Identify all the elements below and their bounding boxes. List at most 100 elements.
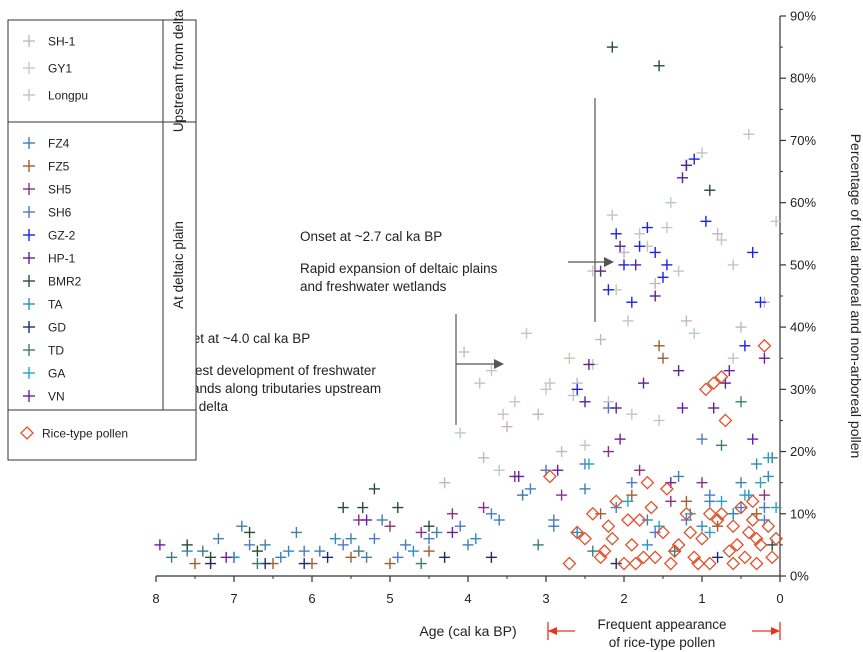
legend-group-deltaic-label: At deltaic plain [171,221,186,309]
point-ta [696,520,708,532]
point-fz4 [212,533,224,545]
point-hp-1 [677,172,688,184]
point-vn [677,402,688,414]
legend-label-ga: GA [48,367,65,381]
point-ga [716,495,727,507]
y-tick-label: 20% [790,444,816,459]
point-fz4 [673,470,685,482]
point-sh-1 [680,315,692,327]
point-sh6 [696,433,708,445]
legend-label-fz4: FZ4 [48,137,70,151]
point-fz4 [259,539,271,551]
point-sh6 [485,508,497,520]
point-gy1 [509,396,521,408]
point-rice-type-pollen [632,513,647,527]
legend-label-ta: TA [48,298,62,312]
point-fz4 [758,502,770,514]
point-rice-type-pollen [691,556,706,571]
point-gy1 [626,408,638,420]
point-longpu [622,315,634,327]
point-longpu [567,390,579,402]
point-rice-type-pollen [620,513,635,527]
point-gz-2 [602,284,614,296]
legend-label-sh5: SH5 [48,183,72,197]
point-sh6 [368,533,380,545]
legend-marker-sh5 [23,183,35,195]
point-gd [298,558,310,570]
point-hp-1 [638,377,649,389]
annotations: Onset at ~2.7 cal ka BP Rapid expansion … [167,98,781,650]
point-bmr2 [704,184,716,196]
legend-label-gd: GD [48,321,66,335]
point-ta [283,545,295,557]
legend-marker-fz5 [23,160,35,172]
point-sh5 [665,495,677,507]
point-sh-1 [501,421,513,433]
legend-marker-bmr2 [23,275,35,287]
point-rice-type-pollen [570,525,585,540]
legend-label-rice-type-pollen: Rice-type pollen [42,427,128,441]
data-points [154,41,784,571]
y-tick-label: 50% [790,257,816,272]
y-tick-label: 10% [790,506,816,521]
legend-label-bmr2: BMR2 [48,275,82,289]
point-sh-1 [735,321,747,333]
point-rice-type-pollen [648,550,663,565]
point-rice-type-pollen [765,550,780,565]
point-rice-type-pollen [737,550,752,565]
point-rice-type-pollen [578,531,592,546]
point-hp-1 [680,159,692,171]
point-fz4 [314,545,326,557]
rice-period-arrowhead-left [548,627,557,635]
point-fz4 [493,514,505,526]
point-rice-type-pollen [585,506,600,521]
point-gd [205,558,217,570]
point-rice-type-pollen [624,537,639,552]
point-fz4 [400,539,412,551]
legend-marker-td [23,344,35,356]
point-sh6 [298,545,310,557]
point-bmr2 [368,483,380,495]
point-ta [751,458,763,470]
point-longpu [661,222,673,234]
point-longpu [521,327,532,339]
legend-marker-ta [23,298,35,310]
point-vn [552,464,564,476]
point-sh6 [548,514,560,526]
y-tick-label: 40% [790,320,816,335]
point-longpu [606,209,618,221]
point-vn [513,470,525,482]
point-rice-type-pollen [769,531,784,546]
point-rice-type-pollen [609,494,624,509]
point-sh-1 [439,477,451,489]
point-fz4 [376,514,388,526]
point-ga [583,458,595,470]
point-bmr2 [392,502,404,514]
point-ga [684,508,696,520]
point-fz4 [431,526,443,538]
point-gz-2 [661,259,673,271]
point-rice-type-pollen [726,519,741,534]
annotation-2-7-arrowhead [604,257,614,267]
point-rice-type-pollen [702,506,717,521]
point-ga [770,502,782,514]
y-tick-label: 0% [790,569,809,584]
point-gz-2 [755,296,766,308]
point-fz5 [423,545,435,557]
point-fz5 [345,551,357,563]
point-sh-1 [595,334,607,346]
point-rice-type-pollen [710,513,725,527]
point-rice-type-pollen [761,519,776,534]
point-longpu [770,215,782,227]
point-rice-type-pollen [636,550,651,565]
point-rice-type-pollen [656,525,670,540]
point-gd [712,551,724,563]
point-hp-1 [595,265,607,277]
point-rice-type-pollen [628,556,643,571]
rice-period-arrowhead-right [771,627,780,635]
point-rice-type-pollen [749,531,764,546]
point-sh5 [634,464,646,476]
point-rice-type-pollen [698,382,713,397]
point-td [532,539,544,551]
point-rice-type-pollen [683,525,698,540]
